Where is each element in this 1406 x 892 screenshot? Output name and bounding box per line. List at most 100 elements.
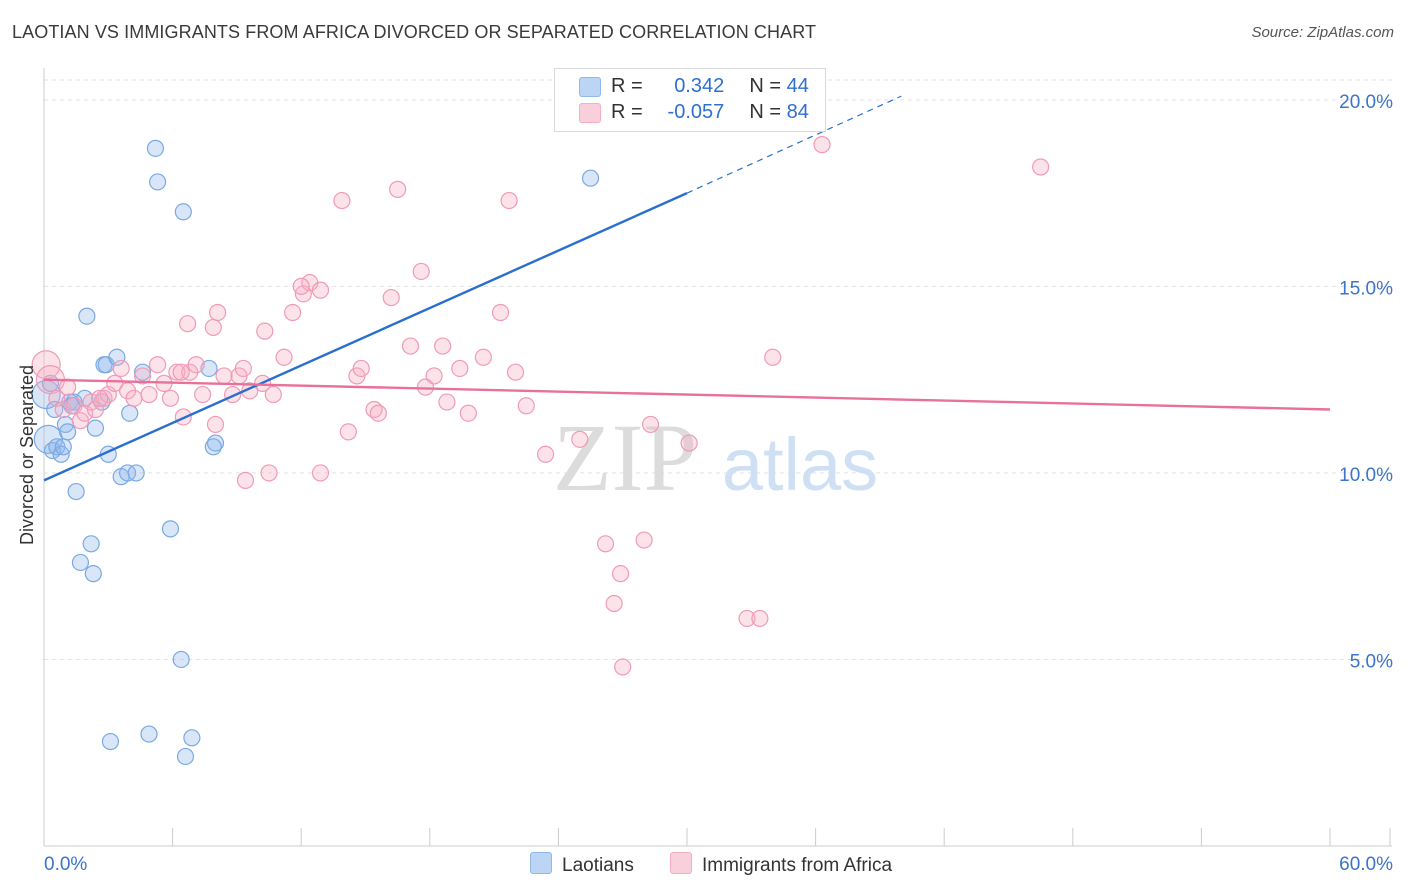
n-value-africa: 84 [786, 101, 809, 123]
africa-point-36 [256, 322, 274, 340]
africa-point-73 [764, 348, 782, 366]
africa-point-52 [425, 367, 443, 385]
africa-point-70 [680, 434, 698, 452]
africa-point-12 [106, 374, 124, 392]
africa-point-53 [434, 337, 452, 355]
laotian-point-35 [183, 729, 201, 747]
laotian-point-34 [176, 747, 195, 766]
laotian-point-8 [58, 423, 77, 441]
y-tick-label-0: 5.0% [1350, 651, 1393, 672]
africa-point-21 [168, 363, 186, 381]
africa-point-77 [339, 423, 357, 441]
laotian-point-6 [54, 438, 72, 456]
y-axis-label: Divorced or Separated [17, 365, 37, 545]
laotian-point-38 [200, 359, 218, 378]
stats-legend: R = 0.342 N = 44 R = -0.057 N = 84 [554, 68, 826, 132]
legend-item-laotians: Laotians [530, 852, 634, 877]
legend-swatch-pink [579, 103, 601, 123]
laotian-point-30 [148, 173, 167, 191]
africa-point-29 [215, 367, 233, 385]
africa-point-62 [536, 445, 555, 463]
africa-point-57 [474, 348, 492, 366]
tick-labels: 5.0% 10.0% 15.0% 20.0% 0.0% 60.0% [44, 92, 1393, 875]
africa-point-61 [517, 397, 535, 415]
africa-point-18 [148, 356, 167, 374]
r-value-africa: -0.057 [667, 101, 725, 123]
watermark: ZIP atlas [553, 404, 878, 511]
africa-point-16 [133, 367, 152, 385]
laotian-point-22 [108, 348, 126, 366]
x-tick-label-1: 60.0% [1339, 854, 1393, 875]
watermark-zip: ZIP [553, 404, 697, 511]
laotian-point-32 [172, 650, 190, 669]
africa-point-3 [54, 400, 72, 419]
axes [43, 68, 1392, 847]
africa-point-59 [500, 191, 518, 210]
legend-label-laotians: Laotians [562, 855, 634, 876]
africa-point-82 [172, 363, 190, 381]
laotian-point-39 [140, 725, 158, 743]
trend-line-1 [43, 378, 1331, 411]
africa-point-66 [605, 594, 623, 613]
africa-point-28 [209, 303, 227, 322]
africa-point-68 [635, 531, 653, 549]
trend-lines [43, 95, 1331, 482]
africa-point-32 [234, 359, 252, 378]
africa-point-47 [382, 288, 400, 307]
r-value-laotians: 0.342 [674, 75, 725, 97]
africa-point-55 [451, 359, 469, 378]
africa-point-41 [311, 281, 330, 299]
africa-point-67 [614, 658, 632, 676]
africa-point-83 [91, 389, 109, 407]
africa-point-42 [333, 191, 351, 210]
africa-point-75 [1032, 158, 1050, 176]
africa-point-44 [352, 359, 370, 378]
africa-point-81 [206, 415, 225, 434]
africa-point-17 [140, 385, 158, 404]
legend-item-africa: Immigrants from Africa [670, 852, 892, 877]
africa-point-35 [264, 385, 282, 404]
n-value-laotians: 44 [786, 75, 809, 97]
africa-point-69 [641, 415, 660, 434]
africa-point-54 [438, 393, 456, 411]
legend-swatch-africa [670, 852, 692, 874]
africa-point-74 [813, 136, 831, 154]
africa-point-76 [292, 277, 310, 295]
africa-point-60 [506, 363, 525, 381]
africa-point-64 [596, 535, 615, 553]
africa-point-80 [311, 464, 330, 482]
africa-point-58 [491, 303, 510, 322]
africa-point-72 [751, 609, 769, 628]
laotian-point-33 [174, 203, 192, 221]
laotian-point-15 [82, 535, 100, 553]
laotian-point-14 [78, 307, 96, 325]
trend-line-0 [43, 192, 688, 482]
africa-point-79 [236, 471, 255, 489]
laotian-point-11 [67, 482, 85, 501]
africa-point-56 [459, 404, 477, 422]
legend-swatch-blue [579, 77, 601, 97]
africa-point-27 [204, 318, 222, 337]
watermark-atlas: atlas [722, 423, 878, 506]
laotian-point-29 [146, 139, 165, 157]
data-points [31, 91, 1050, 766]
laotian-point-28 [101, 732, 120, 751]
y-tick-label-3: 20.0% [1339, 92, 1393, 113]
y-tick-label-2: 15.0% [1339, 278, 1393, 299]
source-note: Source: ZipAtlas.com [1251, 24, 1394, 41]
africa-point-78 [260, 464, 278, 482]
laotian-point-37 [204, 438, 222, 456]
africa-point-20 [161, 389, 180, 407]
africa-point-37 [275, 348, 293, 366]
n-label: N = [749, 101, 782, 123]
laotian-point-26 [121, 404, 139, 422]
laotian-point-31 [161, 520, 180, 538]
laotian-point-12 [71, 553, 90, 572]
africa-point-65 [611, 565, 630, 583]
africa-point-15 [125, 389, 143, 407]
africa-point-46 [369, 404, 387, 422]
laotian-point-25 [127, 464, 145, 482]
africa-point-48 [389, 180, 407, 198]
laotian-point-16 [84, 565, 102, 583]
